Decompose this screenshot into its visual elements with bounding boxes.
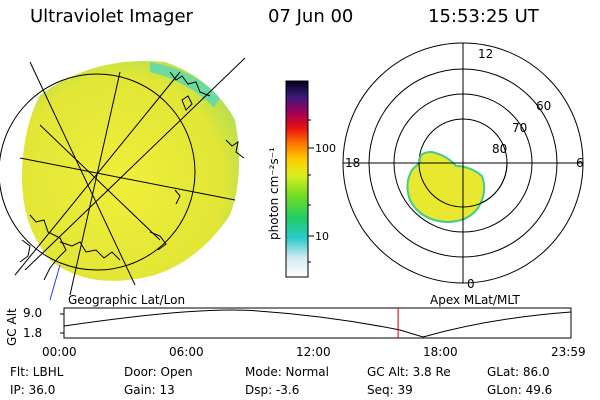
polar-plot: 12 18 6 0 60 70 80	[342, 42, 584, 291]
meridian-line	[19, 157, 236, 201]
meridian-line	[69, 71, 121, 296]
alt-axis-label: GC Alt	[5, 308, 19, 346]
mlt-label-18: 18	[345, 156, 360, 170]
polar-uv-image	[406, 150, 486, 224]
glat-info: GLat: 86.0	[487, 365, 550, 379]
left-panel-label: Geographic Lat/Lon	[68, 293, 185, 307]
alt-tick-label: 9.0	[23, 306, 42, 320]
latitude-circle	[0, 73, 196, 271]
mlt-label-6: 6	[576, 156, 584, 170]
colorbar-scale	[285, 80, 309, 278]
ip-info: IP: 36.0	[10, 383, 56, 397]
seq-info: Seq: 39	[367, 383, 413, 397]
colorbar: 100 10 photon cm⁻²s⁻¹	[267, 80, 336, 278]
filter-info: Flt: LBHL	[10, 365, 64, 379]
instrument-title: Ultraviolet Imager	[30, 6, 193, 27]
time-label: 15:53:25 UT	[428, 6, 539, 27]
time-tick-label: 23:59	[551, 345, 586, 359]
mlt-label-0: 0	[467, 277, 475, 291]
mlat-label-80: 80	[492, 142, 507, 156]
coastlines	[19, 71, 245, 281]
altitude-curve	[63, 309, 572, 338]
mode-info: Mode: Normal	[245, 365, 329, 379]
geographic-image	[0, 57, 246, 301]
time-tick-label: 06:00	[169, 345, 204, 359]
meridian-line	[29, 61, 136, 286]
altitude-plot: 9.0 1.8 GC Alt 00:00 06:00 12:00 18:00 2…	[5, 306, 586, 359]
mlt-label-12: 12	[478, 47, 493, 61]
colorbar-tick-label: 10	[315, 230, 329, 243]
colorbar-unit-label: photon cm⁻²s⁻¹	[267, 147, 281, 240]
meridian-line	[24, 57, 246, 271]
mlat-label-60: 60	[536, 99, 551, 113]
latlon-grid	[0, 57, 246, 296]
horizon-line	[49, 264, 61, 301]
time-tick-label: 00:00	[42, 345, 77, 359]
colorbar-tick-label: 100	[315, 142, 336, 155]
mlat-label-70: 70	[512, 121, 527, 135]
gc-alt-info: GC Alt: 3.8 Re	[367, 365, 451, 379]
door-info: Door: Open	[124, 365, 193, 379]
alt-tick-label: 1.8	[23, 326, 42, 340]
time-tick-label: 18:00	[423, 345, 458, 359]
gain-info: Gain: 13	[124, 383, 175, 397]
dsp-info: Dsp: -3.6	[245, 383, 300, 397]
glon-info: GLon: 49.6	[487, 383, 553, 397]
dayside-glow	[150, 62, 220, 108]
date-label: 07 Jun 00	[268, 6, 354, 27]
altitude-plot-frame	[63, 307, 572, 339]
time-tick-label: 12:00	[296, 345, 331, 359]
right-panel-label: Apex MLat/MLT	[430, 293, 520, 307]
meridian-line	[39, 124, 161, 241]
